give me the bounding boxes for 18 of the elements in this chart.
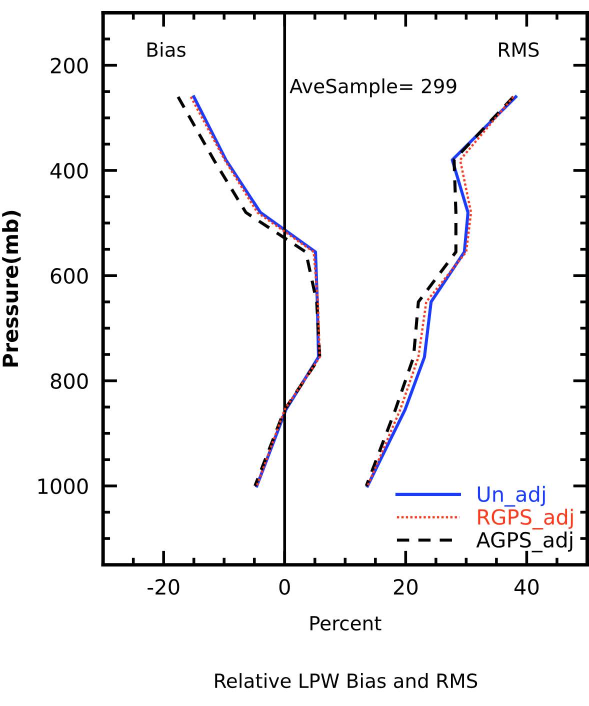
x-axis-title: Percent	[310, 616, 382, 631]
y-axis-title: Pressure(mb)	[2, 210, 21, 367]
x-tick-label: 40	[514, 579, 539, 595]
annotation: AveSample= 299	[290, 78, 456, 98]
y-tick-label: 600	[50, 268, 88, 284]
annotation: RMS	[499, 42, 539, 57]
legend-label: RGPS_adj	[478, 508, 573, 530]
y-tick-label: 400	[50, 162, 88, 179]
text: Relative LPW Bias and RMS	[215, 673, 478, 688]
y-tick-label: 1000	[38, 478, 88, 494]
y-tick-label: 200	[50, 58, 88, 74]
y-tick-label: 800	[50, 373, 88, 389]
legend-label: Un_adj	[478, 486, 545, 507]
legend-label: AGPS_adj	[476, 532, 572, 552]
x-tick-label: 0	[279, 579, 290, 595]
annotation: Bias	[148, 42, 186, 57]
x-tick-label: 20	[394, 579, 418, 595]
x-tick-label: -20	[148, 579, 180, 595]
